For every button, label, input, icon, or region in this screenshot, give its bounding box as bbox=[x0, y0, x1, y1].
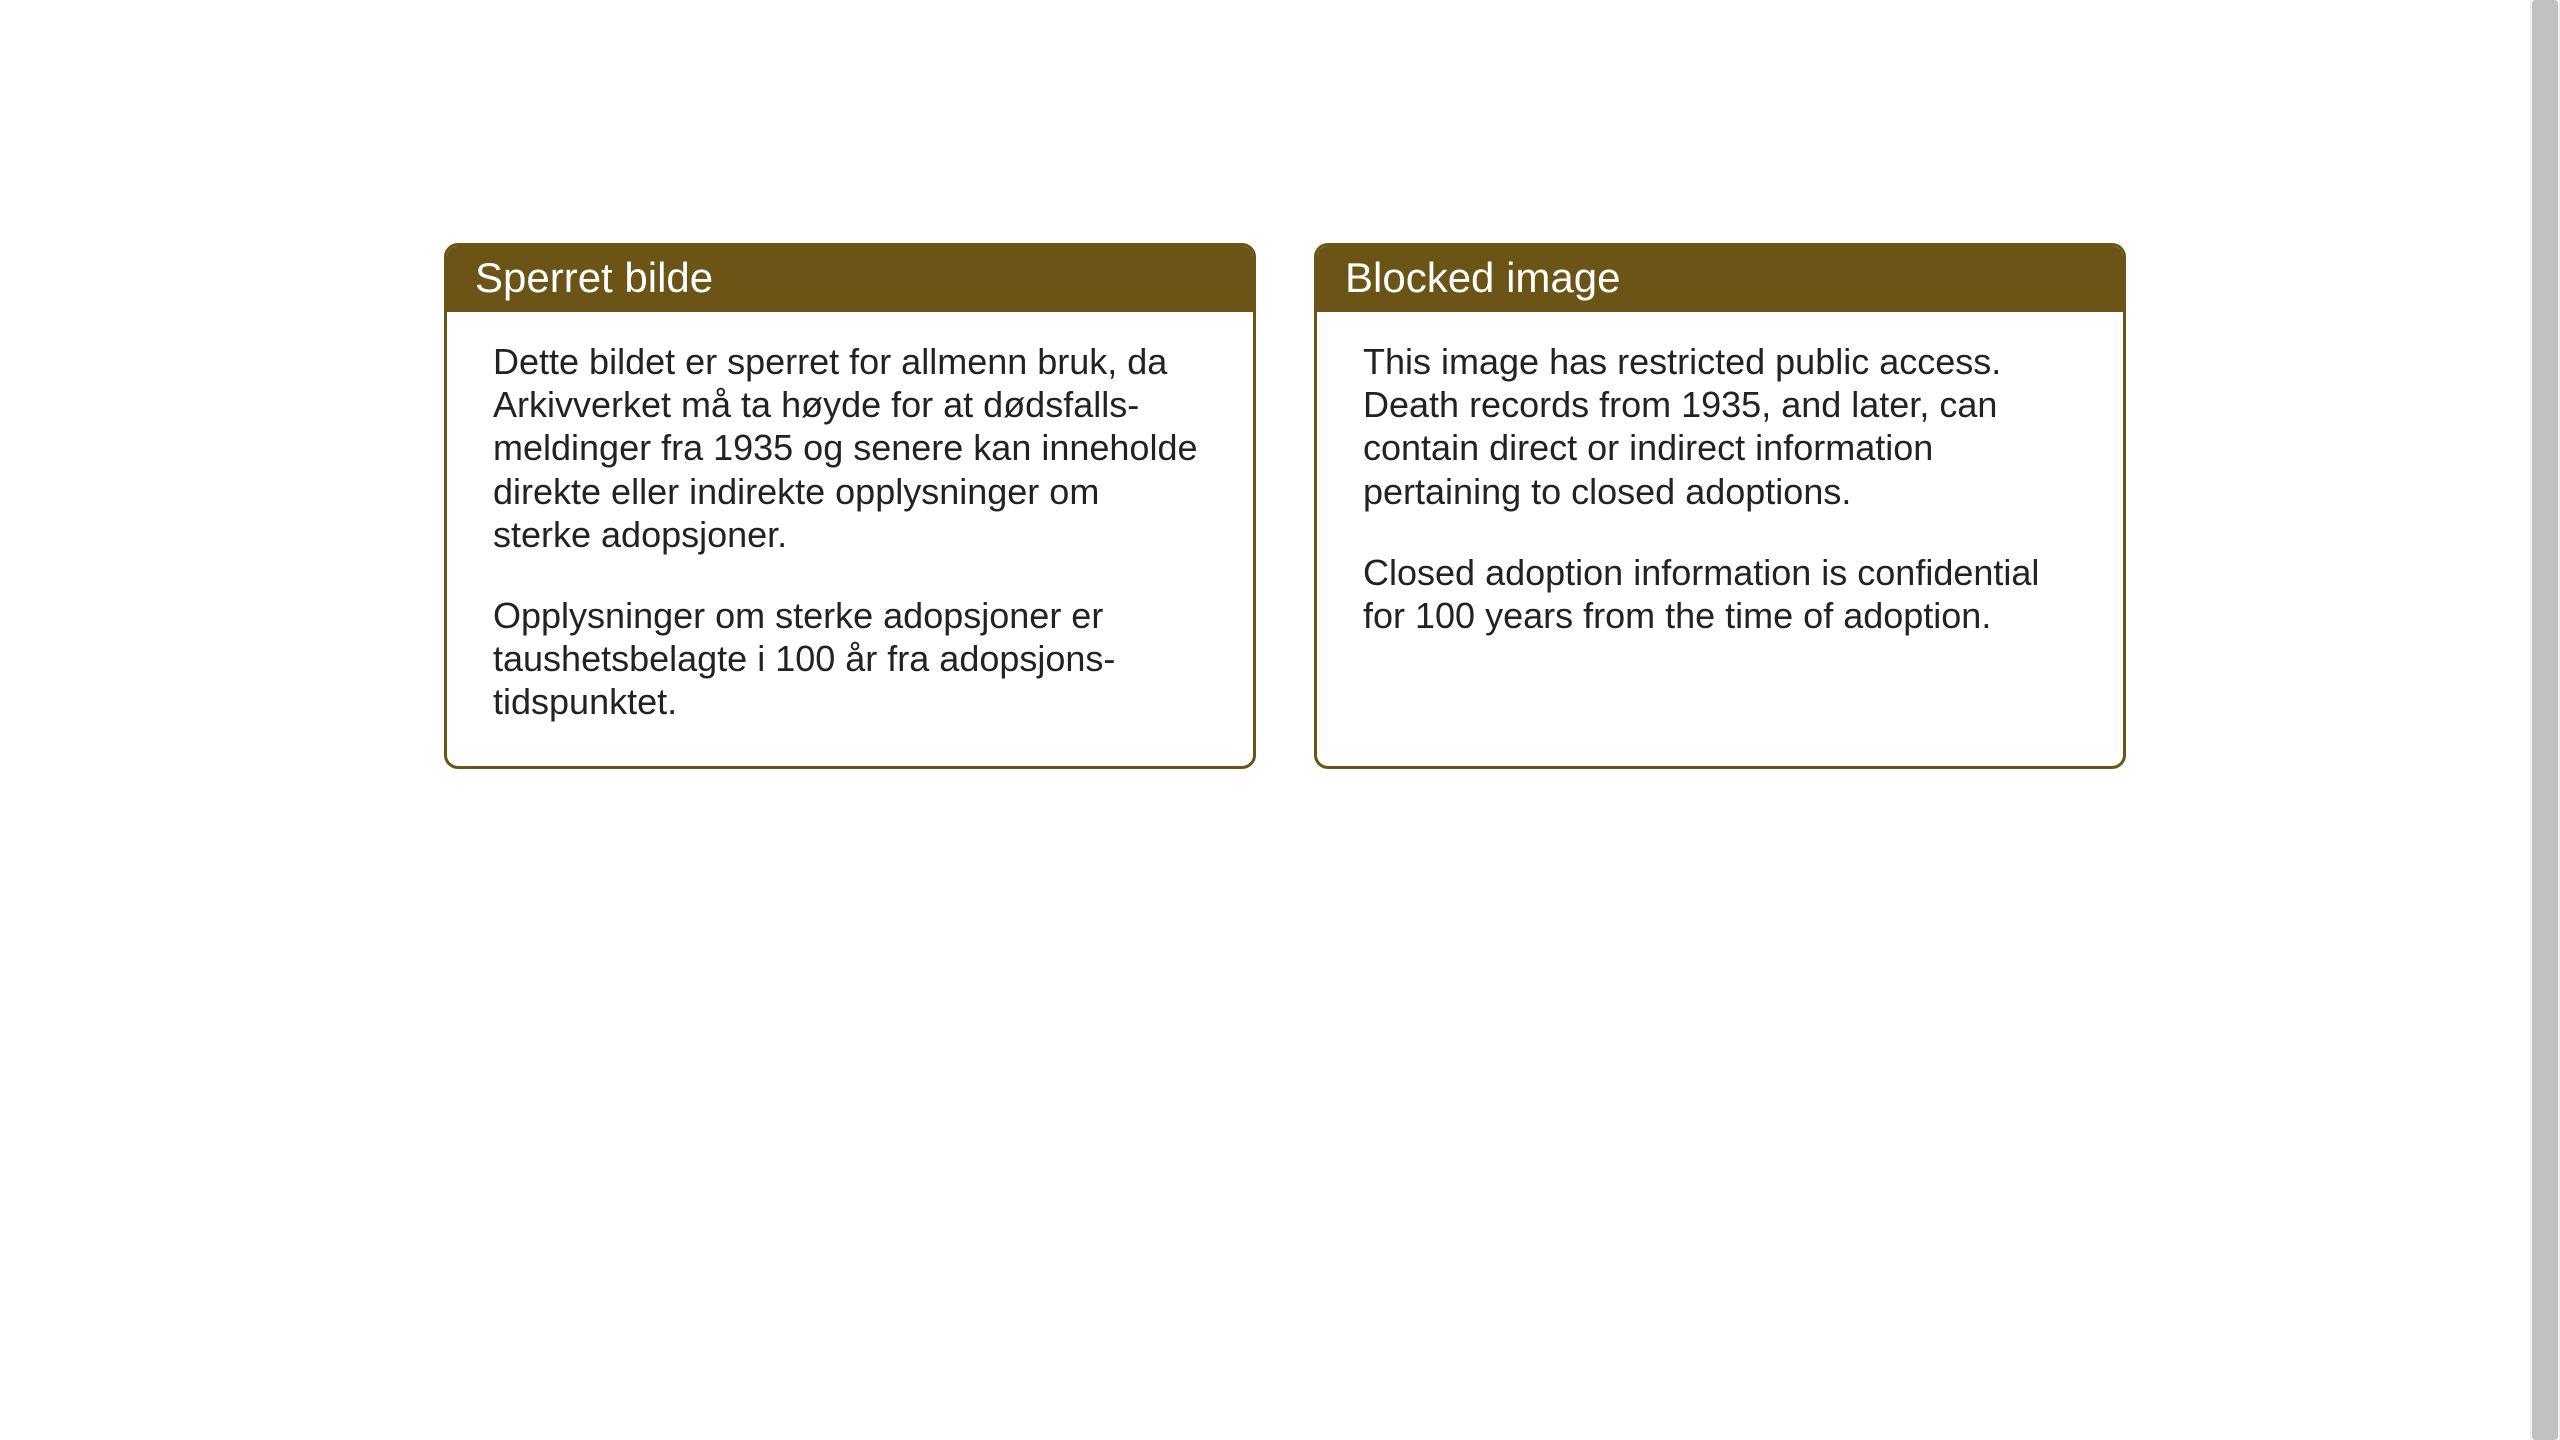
notice-paragraph-2-english: Closed adoption information is confident… bbox=[1363, 551, 2077, 637]
notice-paragraph-2-norwegian: Opplysninger om sterke adopsjoner er tau… bbox=[493, 594, 1207, 724]
notice-container: Sperret bilde Dette bildet er sperret fo… bbox=[444, 243, 2126, 769]
notice-title-english: Blocked image bbox=[1345, 254, 1620, 301]
notice-body-norwegian: Dette bildet er sperret for allmenn bruk… bbox=[447, 312, 1253, 766]
notice-header-english: Blocked image bbox=[1317, 246, 2123, 312]
notice-header-norwegian: Sperret bilde bbox=[447, 246, 1253, 312]
notice-box-norwegian: Sperret bilde Dette bildet er sperret fo… bbox=[444, 243, 1256, 769]
notice-paragraph-1-english: This image has restricted public access.… bbox=[1363, 340, 2077, 513]
notice-box-english: Blocked image This image has restricted … bbox=[1314, 243, 2126, 769]
notice-body-english: This image has restricted public access.… bbox=[1317, 312, 2123, 679]
notice-paragraph-1-norwegian: Dette bildet er sperret for allmenn bruk… bbox=[493, 340, 1207, 556]
scrollbar-thumb[interactable] bbox=[2532, 0, 2558, 1440]
scrollbar-track[interactable] bbox=[2530, 0, 2560, 1440]
notice-title-norwegian: Sperret bilde bbox=[475, 254, 713, 301]
